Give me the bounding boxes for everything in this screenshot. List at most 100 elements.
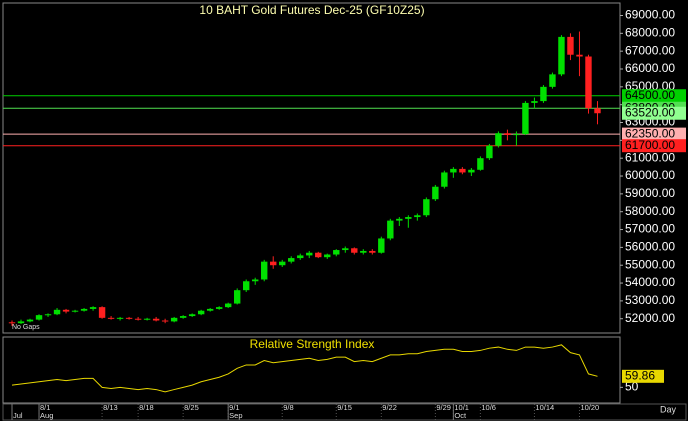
candle-body [279,261,286,266]
x-tick-label: 8/18 [139,403,154,412]
candle-body [252,279,259,282]
y-tick-label: 66000.00 [625,61,675,75]
rsi-line [11,344,598,393]
month-tick-label: Oct [454,411,467,420]
candle-body [522,102,529,135]
y-tick-label: 67000.00 [625,43,675,57]
candle-body [531,101,538,103]
date-strip [2,403,687,421]
candle-body [468,169,475,173]
candle-body [594,108,601,114]
candle-body [585,56,592,109]
rsi-panel [2,336,621,404]
y-tick-label: 56000.00 [625,240,675,254]
candle-body [288,258,295,262]
x-tick-label: 9/29 [436,403,451,412]
candle-body [224,303,232,308]
candle-body [495,133,502,146]
candle-body [315,252,322,258]
x-tick-label: 10/20 [580,403,599,412]
candle-body [342,248,349,251]
rsi-value-label: 59.86 [625,368,655,382]
x-tick-label: 8/25 [184,403,199,412]
candle-body [549,74,556,87]
y-tick-label: 58000.00 [625,204,675,218]
candle-body [576,54,583,57]
month-tick-label: Sep [229,411,242,420]
candle-body [179,316,187,318]
candle-body [405,217,412,219]
candle-body [441,172,448,187]
candle-body [125,317,133,319]
x-tick-label: 8/13 [103,403,118,412]
candle-body [333,250,340,255]
x-tick-label: 9/22 [382,403,397,412]
x-tick-label: 10/6 [481,403,496,412]
candle-body [324,254,331,258]
y-tick-label: 69000.00 [625,8,675,22]
candle-body [8,322,16,324]
candle-body [161,320,169,322]
candle-body [107,317,115,319]
candle-body [459,168,466,173]
candle-body [360,250,367,253]
candle-body [306,252,313,256]
candle-body [378,238,385,253]
x-tick-label: 9/8 [283,403,293,412]
candle-body [270,261,277,266]
candle-body [206,308,214,311]
candle-body [71,310,79,312]
candle-body [197,310,205,315]
candle-body [53,309,61,315]
candle-body [188,314,196,317]
rsi-title: Relative Strength Index [250,337,375,351]
candle-body [486,145,493,159]
candle-body [62,309,70,312]
chart-title: 10 BAHT Gold Futures Dec-25 (GF10Z25) [199,3,424,17]
candle-body [233,290,241,304]
level-box [622,139,686,153]
y-tick-label: 52000.00 [625,311,675,325]
level-box [622,106,686,120]
candle-body [351,248,358,253]
x-tick-label: 8/1 [40,403,50,412]
candle-body [98,307,106,318]
candle-body [477,158,484,170]
level-label: 63520.00 [625,105,675,119]
candle-body [44,314,52,316]
y-tick-label: 50 [625,380,639,394]
note: No Gaps [12,324,40,331]
candle-body [414,215,421,218]
rsi-value-box [622,369,664,383]
candle-body [396,218,403,221]
candle-body [540,86,547,102]
level-label: 61700.00 [625,138,675,152]
candle-body [215,307,223,309]
x-tick-label: 9/15 [337,403,352,412]
y-tick-label: 61000.00 [625,150,675,164]
month-tick-label: Jul [13,411,23,420]
candle-body [143,318,151,320]
y-tick-label: 60000.00 [625,168,675,182]
candle-body [80,308,88,311]
y-tick-label: 57000.00 [625,222,675,236]
y-tick-label: 59000.00 [625,186,675,200]
price-panel [2,2,621,334]
level-box [622,127,686,141]
candle-body [134,318,142,320]
candle-body [369,250,376,253]
y-tick-label: 53000.00 [625,293,675,307]
candle-body [116,317,124,319]
candle-body [152,318,160,321]
level-label: 64500.00 [625,88,675,102]
candle-body [423,199,430,216]
candle-body [450,168,457,173]
x-tick-label: 9/1 [229,403,239,412]
y-tick-label: 68000.00 [625,25,675,39]
candle-body [170,317,178,322]
candle-body [35,315,43,320]
candle-body [89,307,97,309]
x-axis-label: Day [660,404,677,414]
x-tick-label: 10/14 [535,403,554,412]
